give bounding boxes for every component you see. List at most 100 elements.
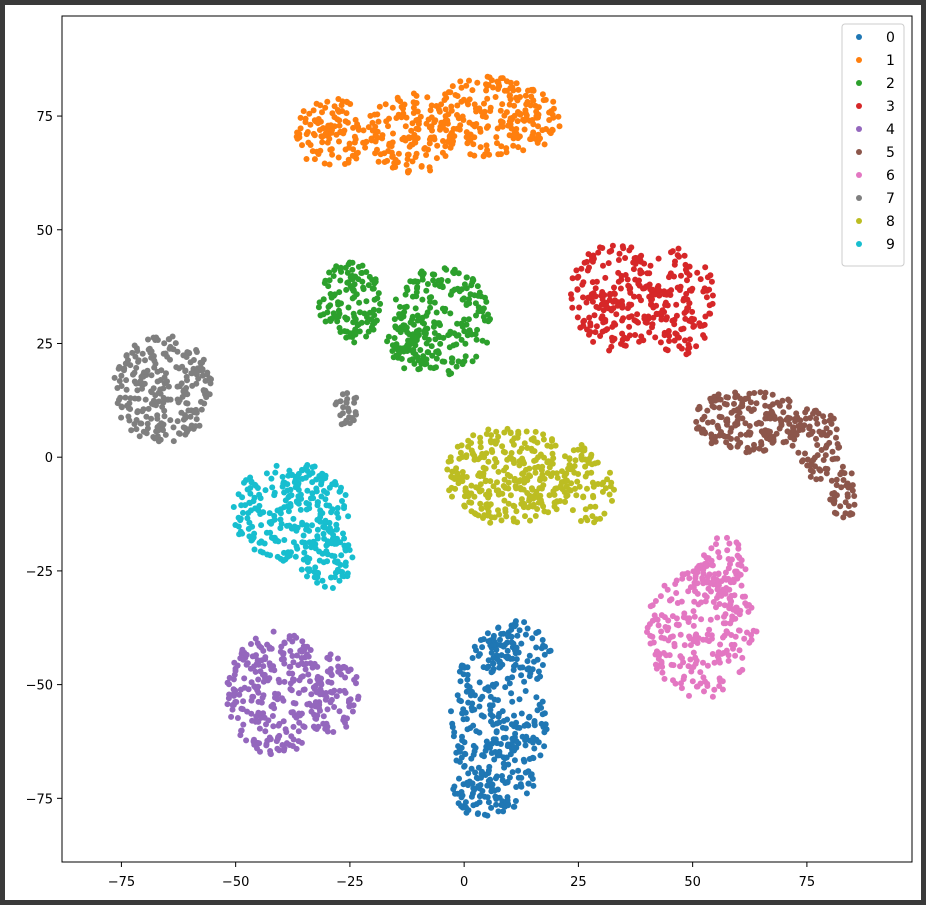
point-9: [334, 505, 341, 511]
point-3: [686, 344, 693, 351]
point-1: [450, 125, 457, 132]
point-6: [687, 656, 694, 663]
point-6: [665, 617, 672, 624]
point-3: [655, 286, 662, 293]
point-0: [490, 666, 497, 672]
point-0: [479, 644, 486, 651]
point-2: [358, 270, 365, 276]
point-0: [476, 679, 483, 686]
point-7: [206, 375, 213, 382]
point-0: [477, 696, 484, 703]
point-4: [240, 721, 247, 728]
point-4: [291, 632, 298, 639]
point-0: [501, 764, 508, 771]
point-4: [243, 651, 250, 658]
point-1: [337, 128, 344, 135]
point-2: [419, 314, 426, 321]
point-8: [572, 485, 578, 492]
point-2: [370, 306, 377, 313]
point-9: [230, 504, 237, 510]
point-7: [138, 373, 145, 380]
point-7: [140, 406, 147, 413]
point-0: [472, 744, 479, 751]
point-9: [292, 484, 299, 491]
point-4: [288, 687, 295, 694]
point-5: [737, 431, 744, 438]
point-6: [716, 554, 723, 561]
point-5: [712, 397, 719, 404]
point-4: [267, 736, 274, 743]
point-7: [160, 399, 167, 406]
point-0: [480, 664, 487, 671]
point-7: [187, 359, 194, 366]
point-8: [498, 517, 505, 524]
point-7: [189, 370, 196, 377]
point-9: [279, 473, 286, 480]
point-3: [580, 294, 586, 301]
point-9: [336, 577, 343, 584]
point-1: [463, 82, 470, 89]
point-7: [145, 336, 151, 343]
point-4: [249, 717, 256, 724]
point-2: [473, 336, 480, 343]
point-8: [601, 510, 608, 517]
point-4: [307, 678, 313, 685]
point-1: [336, 122, 343, 129]
point-9: [262, 487, 269, 494]
point-8: [517, 486, 524, 493]
point-8: [501, 476, 508, 483]
point-8: [490, 483, 497, 490]
point-5: [805, 431, 812, 438]
point-0: [457, 678, 464, 685]
point-5: [727, 444, 734, 451]
point-7: [137, 420, 144, 427]
point-1: [492, 94, 499, 100]
point-8: [532, 457, 539, 464]
point-6: [649, 602, 656, 609]
point-8: [488, 514, 495, 521]
point-1: [539, 91, 546, 98]
point-5: [828, 477, 835, 484]
point-7: [118, 372, 125, 379]
point-5: [717, 414, 724, 420]
point-7: [133, 426, 140, 433]
point-3: [700, 332, 707, 339]
point-8: [582, 506, 589, 513]
point-4: [226, 691, 233, 698]
point-6: [700, 674, 707, 681]
point-4: [314, 673, 321, 680]
point-4: [272, 694, 278, 701]
x-tick-label: 25: [570, 875, 587, 890]
point-3: [589, 298, 596, 305]
point-8: [513, 485, 520, 492]
point-3: [650, 304, 657, 311]
point-9: [322, 472, 329, 479]
point-3: [636, 338, 643, 345]
point-5: [844, 493, 851, 500]
point-9: [309, 479, 316, 486]
point-7: [185, 407, 192, 414]
point-0: [512, 798, 519, 804]
point-9: [314, 526, 321, 533]
point-9: [328, 574, 334, 581]
point-5: [807, 473, 814, 480]
point-3: [649, 296, 655, 303]
point-0: [539, 711, 546, 718]
point-4: [255, 661, 262, 668]
point-1: [317, 147, 324, 154]
point-8: [546, 492, 553, 499]
point-2: [433, 309, 440, 316]
point-2: [389, 348, 396, 354]
point-9: [235, 523, 242, 530]
point-2: [365, 328, 372, 335]
point-4: [240, 656, 247, 663]
point-3: [661, 332, 668, 339]
point-5: [786, 415, 793, 422]
point-6: [681, 673, 688, 680]
point-7: [162, 431, 169, 438]
point-6: [714, 614, 721, 621]
point-4: [256, 740, 263, 747]
point-4: [260, 678, 267, 685]
point-9: [311, 574, 318, 581]
point-0: [500, 735, 507, 741]
